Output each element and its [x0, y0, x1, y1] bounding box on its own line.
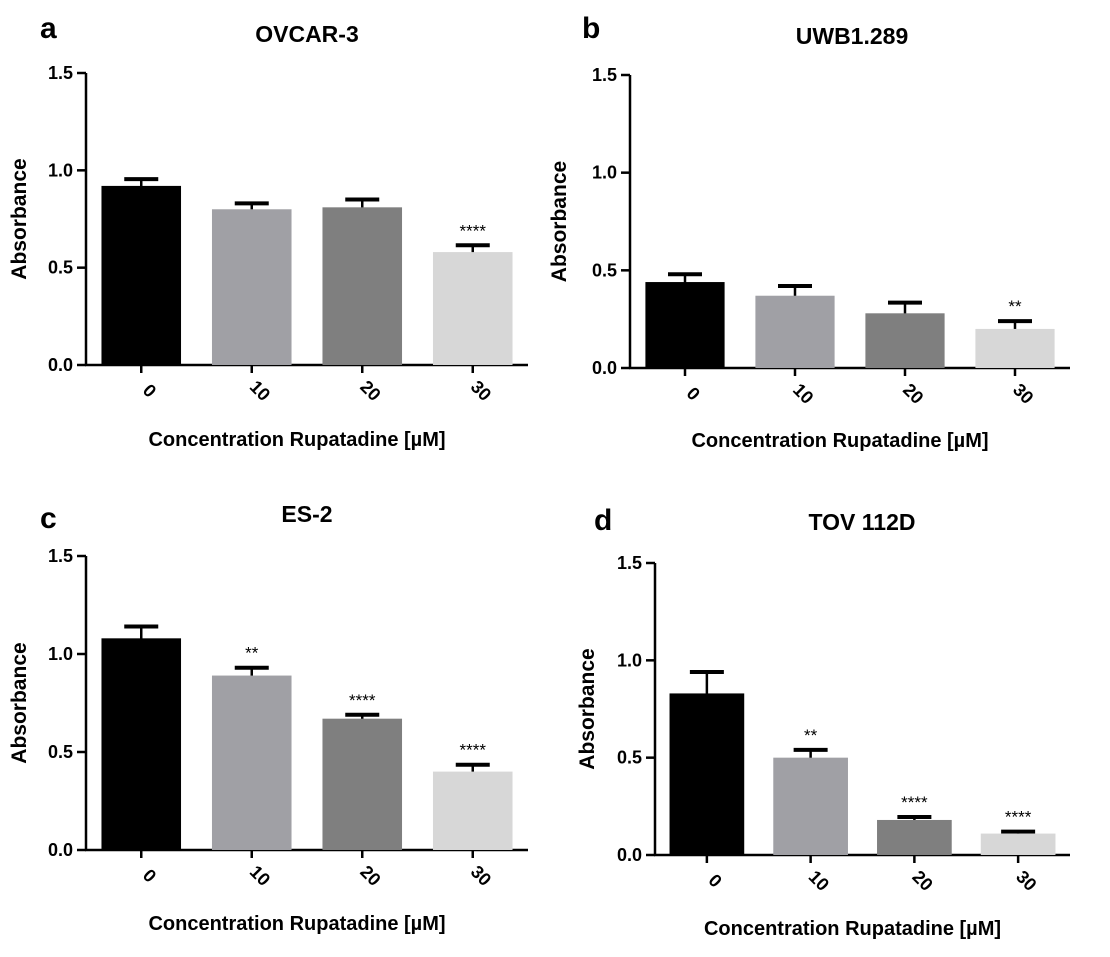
bar-0: [669, 693, 745, 855]
chart-panel-a: a OVCAR-3 0.0 0.5 1.0 1.5 Absorbance 0 10 20 **** 3…: [8, 12, 528, 451]
bar-30: [980, 833, 1056, 855]
significance-label: **: [1008, 297, 1022, 316]
x-tick-label: 0: [705, 870, 726, 891]
chart-title: OVCAR-3: [255, 21, 359, 47]
x-tick-label: 10: [246, 862, 274, 890]
x-tick-label: 30: [1009, 380, 1037, 408]
panel-letter: a: [40, 12, 57, 45]
y-tick-label: 1.0: [617, 650, 642, 670]
y-tick-label: 1.0: [592, 163, 617, 183]
bar-20: [322, 207, 403, 365]
x-axis-label: Concentration Rupatadine [µM]: [704, 918, 1001, 940]
y-tick-label: 1.5: [48, 63, 73, 83]
x-tick-label: 0: [139, 380, 160, 401]
y-axis-label: Absorbance: [8, 158, 31, 279]
bar-10: [773, 757, 848, 855]
chart-panel-d: d TOV 112D 0.0 0.5 1.0 1.5 Absorbance 0 ** 10 ****…: [576, 504, 1070, 940]
y-tick-label: 0.5: [48, 258, 73, 278]
x-tick-label: 10: [805, 867, 833, 895]
y-tick-label: 1.0: [48, 160, 73, 180]
chart-panel-c: c ES-2 0.0 0.5 1.0 1.5 Absorbance 0 ** 10 **** 20 **…: [8, 501, 528, 935]
significance-label: **: [804, 726, 818, 745]
bar-0: [101, 638, 182, 850]
x-tick-label: 30: [467, 862, 495, 890]
x-tick-label: 0: [683, 383, 704, 404]
x-tick-label: 0: [139, 865, 160, 886]
panel-letter: c: [40, 502, 57, 535]
y-axis-label: Absorbance: [576, 648, 599, 769]
x-tick-label: 20: [356, 377, 384, 405]
chart-title: TOV 112D: [809, 509, 916, 535]
chart-title: UWB1.289: [796, 23, 908, 49]
y-tick-label: 1.0: [48, 644, 73, 664]
x-tick-label: 30: [467, 377, 495, 405]
y-tick-label: 0.5: [592, 260, 617, 280]
significance-label: ****: [349, 691, 376, 710]
x-tick-label: 10: [246, 377, 274, 405]
bar-0: [101, 185, 182, 365]
y-tick-label: 0.0: [48, 840, 73, 860]
x-tick-label: 10: [789, 380, 817, 408]
significance-label: ****: [1005, 808, 1032, 827]
x-tick-label: 20: [356, 862, 384, 890]
y-tick-label: 0.0: [592, 358, 617, 378]
panel-letter: d: [594, 504, 612, 537]
bar-20: [877, 819, 952, 855]
bar-10: [211, 209, 292, 365]
x-tick-label: 30: [1012, 867, 1040, 895]
bar-20: [865, 313, 945, 368]
bar-30: [432, 252, 513, 365]
significance-label: ****: [460, 221, 487, 240]
y-axis-label: Absorbance: [8, 642, 31, 763]
bar-10: [211, 675, 292, 850]
y-tick-label: 1.5: [617, 553, 642, 573]
x-axis-label: Concentration Rupatadine [µM]: [148, 429, 445, 451]
significance-label: ****: [460, 741, 487, 760]
bar-30: [975, 328, 1055, 368]
chart-title: ES-2: [281, 501, 332, 527]
x-tick-label: 20: [899, 380, 927, 408]
y-tick-label: 0.5: [48, 742, 73, 762]
y-axis-label: Absorbance: [548, 161, 571, 282]
y-tick-label: 1.5: [48, 546, 73, 566]
bar-10: [755, 295, 835, 368]
y-tick-label: 0.0: [617, 845, 642, 865]
x-axis-label: Concentration Rupatadine [µM]: [691, 430, 988, 452]
panel-letter: b: [582, 12, 600, 45]
x-axis-label: Concentration Rupatadine [µM]: [148, 913, 445, 935]
y-tick-label: 0.0: [48, 355, 73, 375]
bar-20: [322, 718, 403, 850]
y-tick-label: 1.5: [592, 65, 617, 85]
bar-0: [645, 282, 725, 368]
significance-label: **: [245, 644, 259, 663]
significance-label: ****: [901, 793, 928, 812]
chart-panel-b: b UWB1.289 0.0 0.5 1.0 1.5 Absorbance 0 10 20 ** 30…: [548, 12, 1070, 452]
bar-30: [432, 771, 513, 850]
y-tick-label: 0.5: [617, 748, 642, 768]
x-tick-label: 20: [908, 867, 936, 895]
